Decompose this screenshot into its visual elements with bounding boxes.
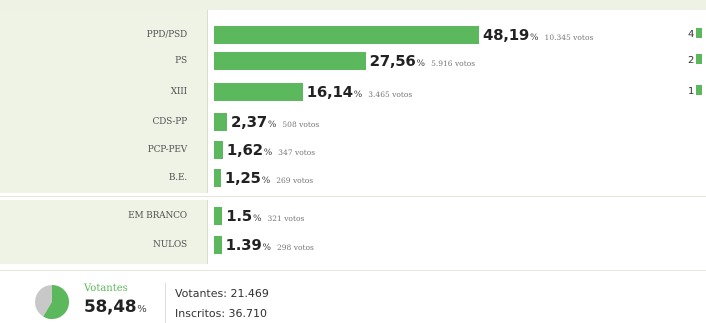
seats-count: 2 [688,53,703,69]
others-percentage: 1.5 [226,207,252,225]
others-row: NULOS 1.39% 298 votos [0,231,706,259]
parties-percentage: 16,14 [306,83,353,101]
seats-count: 1 [688,84,703,100]
others-percent-symbol: % [262,243,272,253]
others-votes: 298 votos [277,243,314,252]
parties-percent-symbol: % [416,59,426,69]
seats-number: 1 [688,86,695,97]
parties-votes: 508 votos [282,120,320,129]
turnout-pct-symbol: % [137,304,147,315]
parties-percentage: 1,62 [226,141,263,159]
parties-value-group: 1,62% 347 votos [227,140,315,163]
votantes-count: Votantes: 21.469 [175,287,269,300]
parties-value-group: 48,19% 10.345 votos [483,25,593,48]
turnout-pie-chart [35,285,69,319]
parties-percent-symbol: % [261,176,271,186]
parties-votes: 347 votos [278,148,316,157]
parties-votes: 10.345 votos [544,33,594,42]
footer-divider [0,270,706,271]
others-percentage: 1.39 [225,236,262,254]
parties-label: XIII [170,87,187,97]
turnout-separator [165,283,166,323]
seat-icon [696,54,703,64]
others-label-panel [0,200,207,264]
inscritos-count: Inscritos: 36.710 [175,307,268,320]
parties-row: CDS-PP 2,37% 508 votos [0,108,706,136]
parties-row: B.E. 1,25% 269 votos [0,164,706,192]
parties-label: CDS-PP [152,117,187,127]
parties-bar [214,83,303,101]
turnout-title: Votantes [84,283,128,294]
parties-label-panel [0,10,207,193]
parties-value-group: 27,56% 5.916 votos [370,51,476,74]
others-bar [214,207,223,225]
parties-percent-symbol: % [529,33,539,43]
parties-row: XIII 16,14% 3.465 votos 1 [0,78,706,106]
section-divider [0,196,706,197]
parties-votes: 5.916 votos [431,59,476,68]
parties-label: PS [175,56,187,66]
top-band [0,0,706,10]
parties-percentage: 1,25 [224,169,261,187]
parties-bar [214,169,221,187]
parties-row: PCP-PEV 1,62% 347 votos [0,136,706,164]
seat-icon [696,28,703,38]
others-value-group: 1.39% 298 votos [226,235,314,258]
parties-value-group: 2,37% 508 votos [231,112,319,135]
parties-label: PCP-PEV [147,145,187,155]
turnout-summary [0,272,706,323]
seats-number: 4 [688,29,695,40]
parties-percentage: 2,37 [231,113,267,131]
others-row: EM BRANCO 1.5% 321 votos [0,202,706,230]
seats-number: 2 [688,55,695,66]
others-bar [214,236,222,254]
parties-bar [214,113,228,131]
others-label: NULOS [153,240,187,250]
parties-label: PPD/PSD [146,30,188,40]
parties-votes: 269 votos [276,176,314,185]
turnout-pct-value: 58,48 [84,297,137,317]
seat-icon [696,85,703,95]
others-value-group: 1.5% 321 votos [226,206,304,229]
parties-percent-symbol: % [353,90,363,100]
turnout-pie-slice [43,285,69,319]
parties-row: PS 27,56% 5.916 votos 2 [0,47,706,75]
parties-bar [214,26,480,44]
others-percent-symbol: % [252,214,262,224]
parties-percent-symbol: % [263,148,273,158]
parties-value-group: 16,14% 3.465 votos [307,82,413,105]
others-votes: 321 votos [267,214,305,223]
others-label: EM BRANCO [128,211,187,221]
parties-votes: 3.465 votos [368,90,413,99]
parties-panel-separator [207,10,208,193]
parties-row: PPD/PSD 48,19% 10.345 votos 4 [0,21,706,49]
seats-count: 4 [688,27,703,43]
parties-percentage: 48,19 [483,26,529,44]
parties-value-group: 1,25% 269 votos [225,168,313,191]
others-panel-separator [207,200,208,264]
parties-bar [214,52,366,70]
parties-percent-symbol: % [267,120,277,130]
parties-bar [214,141,223,159]
parties-percentage: 27,56 [369,52,416,70]
parties-label: B.E. [168,173,187,183]
turnout-percentage: 58,48% [84,297,147,317]
